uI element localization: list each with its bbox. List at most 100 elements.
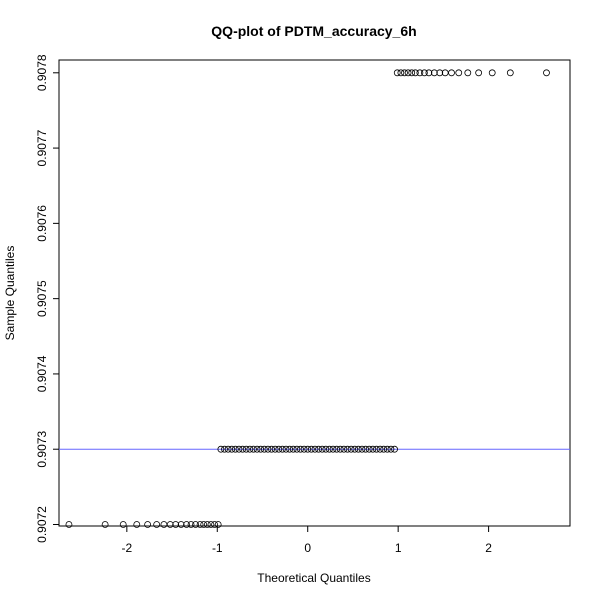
data-point	[408, 69, 416, 77]
y-tick-label: 0.9073	[35, 431, 49, 468]
data-point	[365, 445, 373, 453]
data-point	[293, 445, 301, 453]
y-tick-label: 0.9076	[35, 205, 49, 242]
x-tick-label: 1	[395, 541, 402, 555]
data-point	[260, 445, 268, 453]
data-point	[391, 445, 398, 453]
data-point	[144, 521, 152, 528]
data-point	[506, 69, 514, 77]
data-point	[211, 521, 218, 528]
data-point	[228, 445, 236, 453]
data-point	[475, 69, 483, 77]
data-point	[411, 69, 419, 77]
data-point	[307, 445, 315, 453]
data-point	[397, 69, 405, 77]
data-point	[354, 445, 362, 453]
data-point	[380, 445, 388, 453]
data-point	[231, 445, 239, 453]
x-tick-label: 2	[485, 541, 492, 555]
y-axis: 0.9072 0.9073 0.9074 0.9075 0.9076 0.9077 0.90…	[35, 54, 59, 543]
data-point	[271, 445, 279, 453]
x-tick-label: -1	[212, 541, 223, 555]
data-point	[160, 521, 168, 528]
data-point	[153, 521, 161, 528]
data-point	[304, 445, 312, 453]
data-point	[224, 445, 232, 453]
data-point	[246, 445, 254, 453]
data-point	[221, 445, 228, 453]
data-point	[464, 69, 472, 77]
data-point	[217, 445, 225, 453]
data-point	[448, 69, 455, 77]
data-point	[101, 521, 109, 528]
data-point	[196, 521, 204, 528]
data-point	[425, 69, 433, 77]
data-point	[289, 445, 297, 453]
data-point	[416, 69, 424, 77]
plot-frame	[58, 59, 571, 527]
data-point	[311, 445, 319, 453]
data-point	[264, 445, 272, 453]
data-point	[300, 445, 308, 453]
data-point	[286, 445, 294, 453]
data-point	[282, 445, 290, 453]
data-point	[373, 445, 380, 453]
data-point	[203, 521, 211, 528]
x-axis-label: Theoretical Quantiles	[257, 571, 370, 585]
x-tick-label: 0	[304, 541, 311, 555]
data-point	[326, 445, 333, 453]
data-point	[200, 521, 208, 528]
x-axis: -2 -1 0 1 2	[121, 526, 492, 555]
y-tick-label: 0.9072	[35, 506, 49, 543]
data-point	[340, 445, 348, 453]
data-point	[172, 521, 180, 528]
data-point	[455, 69, 463, 77]
data-point	[333, 445, 341, 453]
y-tick-label: 0.9074	[35, 355, 49, 392]
data-point	[488, 69, 496, 77]
data-point	[268, 445, 275, 453]
y-axis-label: Sample Quantiles	[3, 246, 17, 341]
data-point	[297, 445, 304, 453]
data-point	[351, 445, 359, 453]
data-point	[315, 445, 322, 453]
data-point	[242, 445, 250, 453]
data-point	[401, 69, 408, 77]
data-point	[192, 521, 199, 528]
data-point	[329, 445, 337, 453]
data-point	[358, 445, 366, 453]
data-point	[253, 445, 261, 453]
data-point	[369, 445, 377, 453]
data-point	[383, 445, 391, 453]
data-point	[344, 445, 351, 453]
data-point	[166, 521, 174, 528]
data-point	[436, 69, 444, 77]
y-tick-label: 0.9078	[35, 54, 49, 91]
y-tick-label: 0.9077	[35, 129, 49, 166]
data-point	[362, 445, 370, 453]
data-point	[393, 69, 401, 77]
data-point	[183, 521, 190, 528]
data-point	[275, 445, 283, 453]
data-points	[65, 69, 550, 528]
data-point	[278, 445, 286, 453]
data-point	[65, 521, 73, 528]
data-point	[430, 69, 438, 77]
data-point	[543, 69, 550, 77]
data-point	[235, 445, 243, 453]
data-point	[133, 521, 141, 528]
data-point	[404, 69, 412, 77]
data-point	[347, 445, 355, 453]
data-point	[420, 69, 428, 77]
data-point	[387, 445, 395, 453]
data-point	[318, 445, 326, 453]
data-point	[257, 445, 265, 453]
chart-title: QQ-plot of PDTM_accuracy_6h	[211, 23, 416, 39]
x-tick-label: -2	[121, 541, 132, 555]
data-point	[207, 521, 215, 528]
data-point	[187, 521, 195, 528]
data-point	[336, 445, 344, 453]
data-point	[322, 445, 330, 453]
